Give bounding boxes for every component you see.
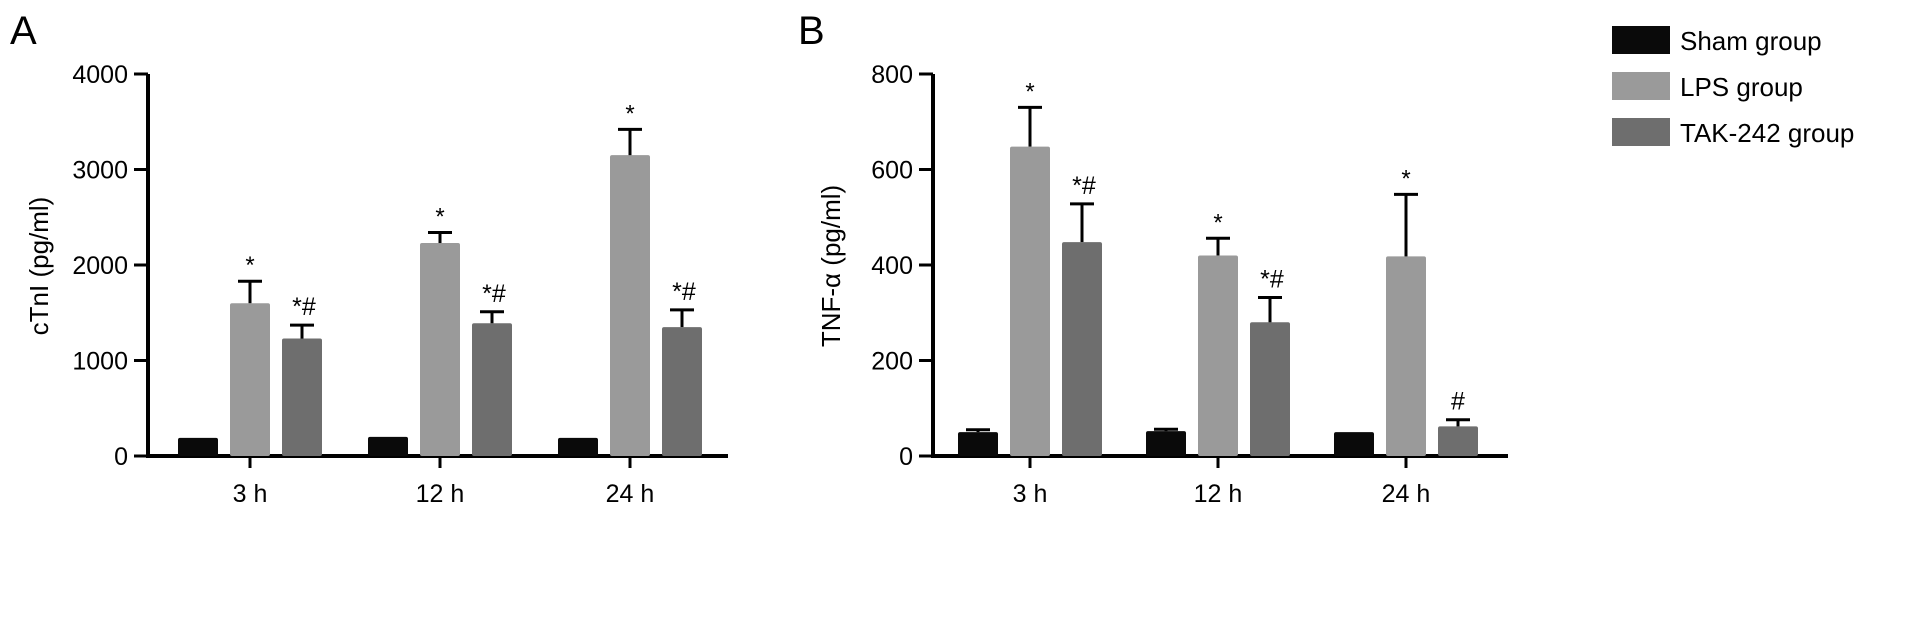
panel-a: A cTnI (pg/ml) 0 1000 2000 3000 4000 3 h * *# 12… bbox=[10, 9, 728, 508]
y-axis-label-b: TNF-α (pg/ml) bbox=[816, 185, 846, 347]
y-axis-label-a: cTnI (pg/ml) bbox=[24, 197, 54, 336]
significance-label-a: * bbox=[435, 204, 444, 231]
plot-area-a: 0 1000 2000 3000 4000 3 h * *# 12 h * *# 24 h * *# bbox=[72, 61, 728, 508]
legend-label-sham: Sham group bbox=[1680, 26, 1822, 56]
bar-b bbox=[1062, 242, 1102, 456]
y-tick-label-b: 600 bbox=[871, 157, 913, 185]
bar-a bbox=[662, 327, 702, 456]
x-tick-label-b: 12 h bbox=[1194, 480, 1243, 508]
bar-a bbox=[282, 338, 322, 456]
y-tick-label-a: 2000 bbox=[72, 252, 128, 280]
bar-a bbox=[230, 303, 270, 456]
legend-label-lps: LPS group bbox=[1680, 72, 1803, 102]
y-tick-label-b: 800 bbox=[871, 61, 913, 89]
legend: Sham group LPS group TAK-242 group bbox=[1612, 26, 1854, 148]
significance-label-b: * bbox=[1025, 78, 1034, 105]
bar-a bbox=[420, 243, 460, 456]
significance-label-a: *# bbox=[672, 278, 696, 306]
x-tick-label-a: 24 h bbox=[606, 480, 655, 508]
bar-a bbox=[610, 155, 650, 457]
significance-label-b: # bbox=[1451, 388, 1465, 416]
bar-a bbox=[368, 436, 408, 456]
bar-b bbox=[1146, 431, 1186, 456]
panel-label-a: A bbox=[10, 9, 37, 53]
legend-swatch-tak242 bbox=[1612, 118, 1670, 146]
legend-swatch-lps bbox=[1612, 72, 1670, 100]
significance-label-b: *# bbox=[1260, 265, 1284, 293]
y-tick-label-b: 400 bbox=[871, 252, 913, 280]
significance-label-b: * bbox=[1213, 209, 1222, 236]
bar-a bbox=[178, 437, 218, 456]
x-tick-label-a: 3 h bbox=[233, 480, 268, 508]
panel-label-b: B bbox=[798, 9, 825, 53]
significance-label-a: *# bbox=[292, 293, 316, 321]
bar-b bbox=[958, 432, 998, 456]
bar-b bbox=[1386, 256, 1426, 456]
bar-b bbox=[1010, 146, 1050, 456]
bar-b bbox=[1250, 322, 1290, 456]
x-tick-label-b: 24 h bbox=[1382, 480, 1431, 508]
bar-b bbox=[1334, 432, 1374, 456]
legend-label-tak242: TAK-242 group bbox=[1680, 118, 1854, 148]
significance-label-a: * bbox=[625, 100, 634, 127]
significance-label-b: *# bbox=[1072, 172, 1096, 200]
y-tick-label-a: 1000 bbox=[72, 348, 128, 376]
bar-b bbox=[1198, 255, 1238, 456]
x-tick-label-b: 3 h bbox=[1013, 480, 1048, 508]
y-tick-label-a: 4000 bbox=[72, 61, 128, 89]
y-tick-label-a: 3000 bbox=[72, 157, 128, 185]
significance-label-a: * bbox=[245, 252, 254, 279]
x-tick-label-a: 12 h bbox=[416, 480, 465, 508]
y-tick-label-b: 0 bbox=[899, 443, 913, 471]
y-tick-label-b: 200 bbox=[871, 348, 913, 376]
significance-label-a: *# bbox=[482, 280, 506, 308]
y-tick-label-a: 0 bbox=[114, 443, 128, 471]
bar-a bbox=[472, 323, 512, 456]
bar-a bbox=[558, 437, 598, 456]
bar-b bbox=[1438, 426, 1478, 456]
significance-label-b: * bbox=[1401, 165, 1410, 192]
legend-swatch-sham bbox=[1612, 26, 1670, 54]
